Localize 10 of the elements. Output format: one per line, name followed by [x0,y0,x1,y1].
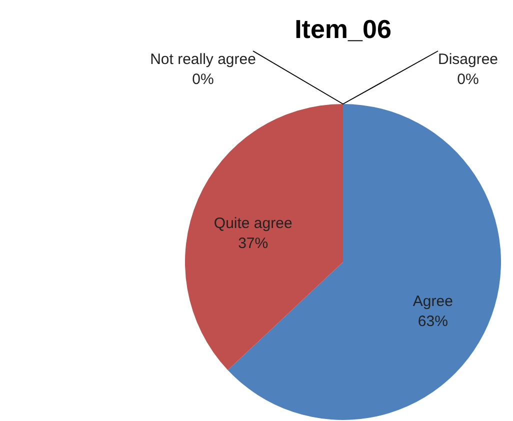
slice-label: Quite agree [214,215,292,232]
text: 0% [457,71,479,88]
pie-slice [185,104,343,370]
text: 0% [192,71,214,88]
chart-title: Item_06 [294,14,392,44]
category-label: Not really agree [150,51,256,68]
slice-label: Agree [412,292,453,310]
data-label: 37% [238,235,268,252]
category-label: Disagree [438,51,498,68]
data-label: 63% [418,312,448,330]
